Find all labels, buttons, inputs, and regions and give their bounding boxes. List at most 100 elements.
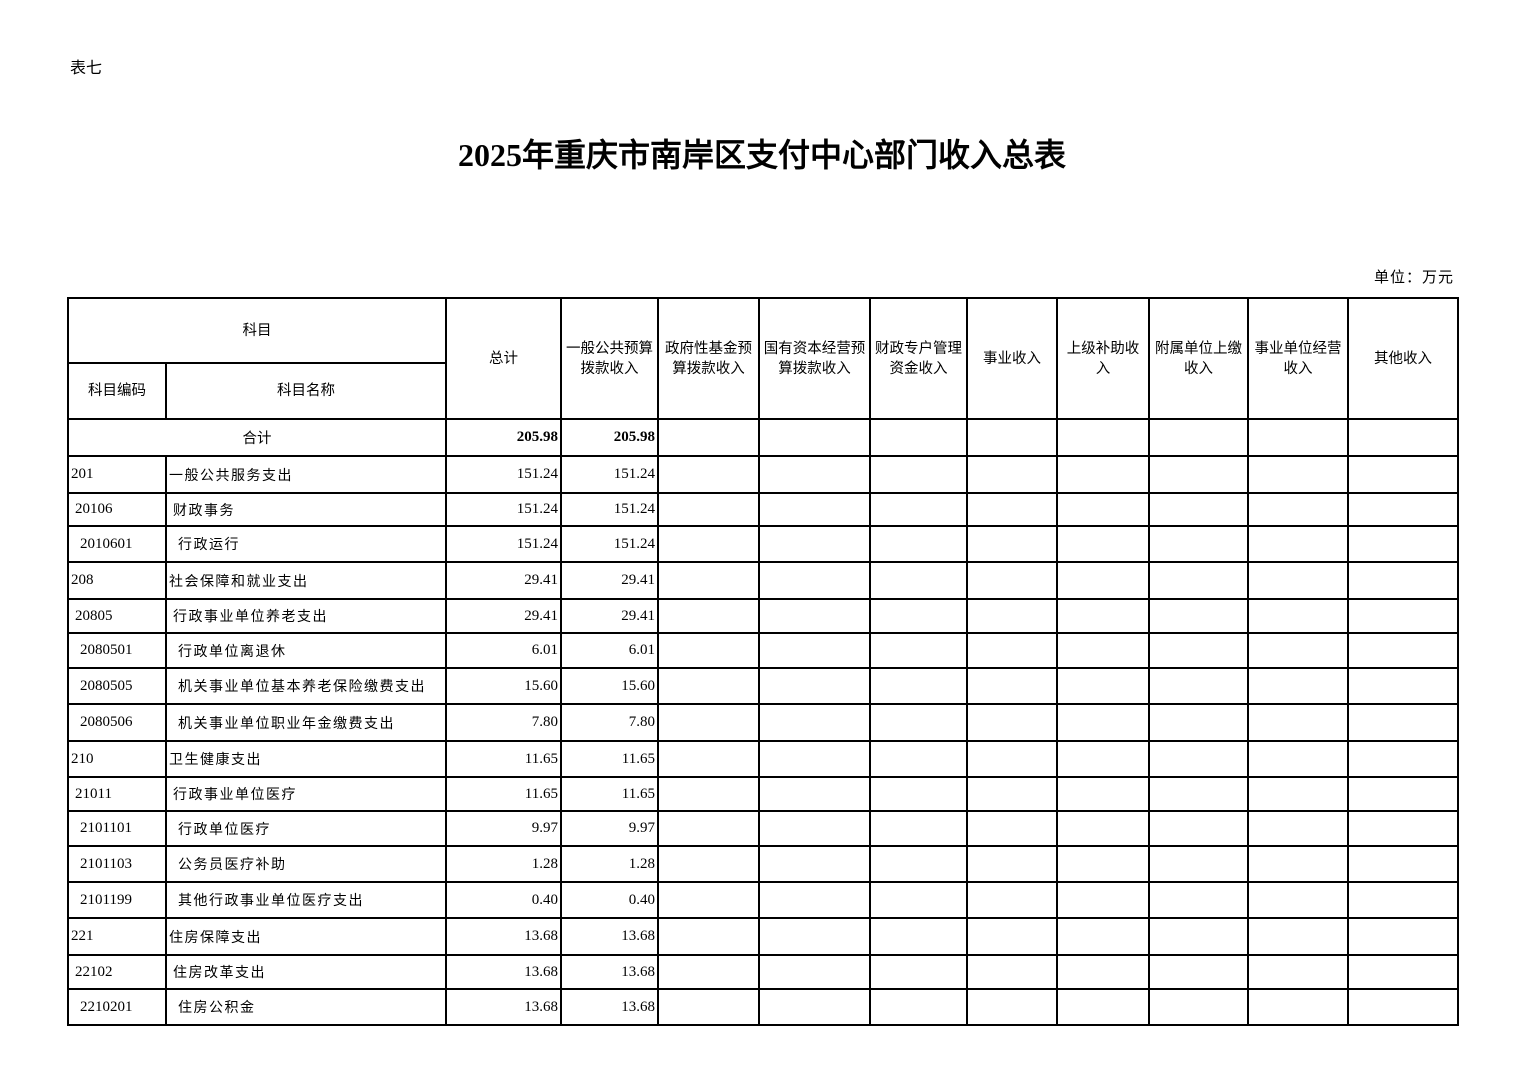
empty-cell [1148,776,1249,812]
header-general-budget: 一般公共预算拨款收入 [560,297,659,420]
table-row: 2101101 行政单位医疗 9.97 9.97 [67,810,1459,847]
row-general-budget: 9.97 [560,810,659,847]
header-other-income: 其他收入 [1347,297,1459,420]
row-general-budget: 15.60 [560,667,659,705]
empty-cell [1148,667,1249,705]
empty-cell [1148,598,1249,634]
empty-cell [966,845,1058,883]
row-name: 行政单位医疗 [165,810,447,847]
income-summary-table: 科目 总计 一般公共预算拨款收入 政府性基金预算拨款收入 国有资本经营预算拨款收… [67,297,1459,1026]
empty-cell [1056,598,1150,634]
row-total: 13.68 [445,917,562,956]
empty-cell [869,455,968,494]
empty-cell [657,776,760,812]
empty-cell [758,881,871,919]
row-code: 2101103 [67,845,167,883]
header-gov-fund: 政府性基金预算拨款收入 [657,297,760,420]
row-code: 22102 [67,954,167,990]
row-general-budget: 29.41 [560,561,659,600]
empty-cell [758,703,871,742]
row-name: 机关事业单位基本养老保险缴费支出 [165,667,447,705]
empty-cell [966,492,1058,527]
empty-cell [1247,988,1349,1026]
empty-cell [1247,455,1349,494]
row-total: 11.65 [445,740,562,778]
empty-cell [869,561,968,600]
empty-cell [758,845,871,883]
empty-cell [1056,703,1150,742]
empty-cell [657,598,760,634]
empty-cell [657,492,760,527]
empty-cell [657,667,760,705]
row-name: 行政运行 [165,525,447,563]
row-general-budget: 13.68 [560,917,659,956]
empty-cell [1347,455,1459,494]
row-code: 2080505 [67,667,167,705]
empty-cell [758,561,871,600]
row-code: 2010601 [67,525,167,563]
empty-cell [869,632,968,669]
header-total: 总计 [445,297,562,420]
empty-cell [966,561,1058,600]
row-total: 7.80 [445,703,562,742]
empty-cell [657,561,760,600]
empty-cell [758,810,871,847]
table-row: 2080505 机关事业单位基本养老保险缴费支出 15.60 15.60 [67,667,1459,705]
row-total: 13.68 [445,988,562,1026]
table-row: 21011 行政事业单位医疗 11.65 11.65 [67,776,1459,812]
empty-cell [1056,845,1150,883]
row-name: 行政事业单位医疗 [165,776,447,812]
empty-cell [1347,881,1459,919]
row-code: 2080501 [67,632,167,669]
empty-cell [657,810,760,847]
empty-cell [1056,776,1150,812]
row-total: 9.97 [445,810,562,847]
row-code: 2101199 [67,881,167,919]
row-code: 201 [67,455,167,494]
empty-cell [1247,881,1349,919]
empty-cell [869,810,968,847]
empty-cell [869,667,968,705]
empty-cell [869,703,968,742]
total-row: 合计 205.98 205.98 [67,418,1459,457]
empty-cell [1247,845,1349,883]
table-row: 201 一般公共服务支出 151.24 151.24 [67,455,1459,494]
empty-cell [966,917,1058,956]
row-name: 行政单位离退休 [165,632,447,669]
empty-cell [869,845,968,883]
empty-cell [1347,954,1459,990]
empty-cell [758,776,871,812]
empty-cell [1056,917,1150,956]
row-general-budget: 11.65 [560,776,659,812]
row-name: 其他行政事业单位医疗支出 [165,881,447,919]
row-total: 0.40 [445,881,562,919]
empty-cell [966,632,1058,669]
empty-cell [758,988,871,1026]
empty-cell [1247,776,1349,812]
empty-cell [1056,561,1150,600]
empty-cell [869,776,968,812]
row-code: 2101101 [67,810,167,847]
row-general-budget: 6.01 [560,632,659,669]
row-total: 6.01 [445,632,562,669]
empty-cell [657,525,760,563]
empty-cell [966,455,1058,494]
row-general-budget: 13.68 [560,988,659,1026]
row-code: 20106 [67,492,167,527]
table-row: 22102 住房改革支出 13.68 13.68 [67,954,1459,990]
empty-cell [869,988,968,1026]
empty-cell [657,988,760,1026]
row-general-budget: 7.80 [560,703,659,742]
empty-cell [1056,988,1150,1026]
empty-cell [1347,632,1459,669]
row-name: 一般公共服务支出 [165,455,447,494]
header-subject: 科目 [67,297,447,364]
row-code: 20805 [67,598,167,634]
row-general-budget: 1.28 [560,845,659,883]
table-row: 210 卫生健康支出 11.65 11.65 [67,740,1459,778]
row-general-budget: 29.41 [560,598,659,634]
empty-cell [1247,492,1349,527]
total-general-budget: 205.98 [560,418,659,457]
empty-cell [1347,917,1459,956]
row-total: 151.24 [445,525,562,563]
